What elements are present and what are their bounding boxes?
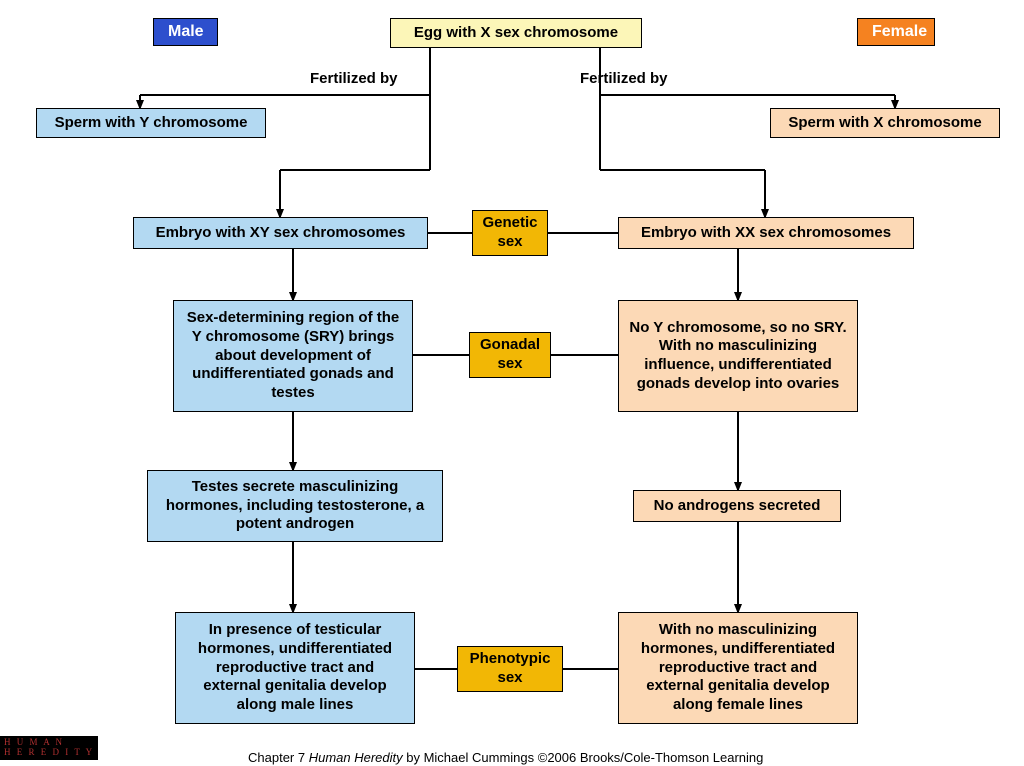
header-female: Female	[857, 18, 935, 46]
diagram-canvas: Male Female Fertilized by Fertilized by …	[0, 0, 1024, 766]
node-genetic: Genetic sex	[472, 210, 548, 256]
footer-italic: Human Heredity	[309, 750, 403, 765]
node-testosterone: Testes secrete masculinizing hormones, i…	[147, 470, 443, 542]
node-embryoXX: Embryo with XX sex chromosomes	[618, 217, 914, 249]
node-maleLines: In presence of testicular hormones, undi…	[175, 612, 415, 724]
label-fertilized-left: Fertilized by	[310, 70, 398, 87]
book-badge: H U M A N H E R E D I T Y	[0, 736, 98, 760]
footer-citation: Chapter 7 Human Heredity by Michael Cumm…	[248, 750, 763, 765]
node-phenotypic: Phenotypic sex	[457, 646, 563, 692]
header-male: Male	[153, 18, 218, 46]
node-spermX: Sperm with X chromosome	[770, 108, 1000, 138]
label-fertilized-right: Fertilized by	[580, 70, 668, 87]
node-egg: Egg with X sex chromosome	[390, 18, 642, 48]
node-embryoXY: Embryo with XY sex chromosomes	[133, 217, 428, 249]
footer-prefix: Chapter 7	[248, 750, 309, 765]
node-noAndro: No androgens secreted	[633, 490, 841, 522]
node-femaleLines: With no masculinizing hormones, undiffer…	[618, 612, 858, 724]
node-noSRY: No Y chromosome, so no SRY. With no masc…	[618, 300, 858, 412]
footer-suffix: by Michael Cummings ©2006 Brooks/Cole-Th…	[403, 750, 764, 765]
node-sry: Sex-determining region of the Y chromoso…	[173, 300, 413, 412]
badge-line2: H E R E D I T Y	[4, 748, 94, 758]
node-gonadal: Gonadal sex	[469, 332, 551, 378]
node-spermY: Sperm with Y chromosome	[36, 108, 266, 138]
